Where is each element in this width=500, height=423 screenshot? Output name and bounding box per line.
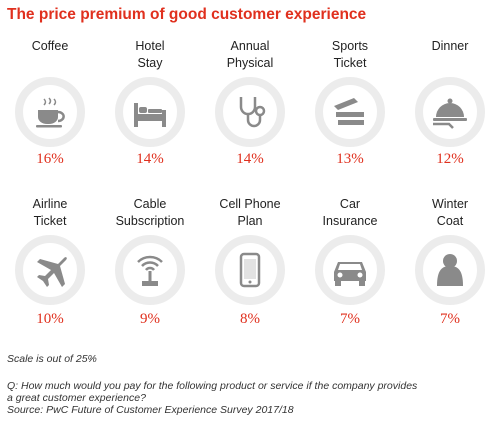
phone-icon	[239, 252, 261, 288]
category-item: Car Insurance 7%	[300, 0, 400, 423]
category-item: Winter Coat 7%	[400, 0, 500, 423]
donut-ring	[315, 77, 385, 147]
chart-title: The price premium of good customer exper…	[7, 6, 367, 23]
scale-note: Scale is out of 25%	[7, 353, 97, 365]
category-item: Airline Ticket 10%	[0, 0, 100, 423]
question-line-1: Q: How much would you pay for the follow…	[7, 380, 418, 392]
category-label: Car Insurance	[300, 196, 400, 230]
category-label-line: Ticket	[33, 214, 67, 228]
category-item: Hotel Stay 14%	[100, 0, 200, 423]
category-label: Annual Physical	[200, 38, 300, 72]
category-label: Sports Ticket	[300, 38, 400, 72]
donut-ring	[15, 235, 85, 305]
value-label: 13%	[336, 151, 364, 167]
category-item: Coffee 16%	[0, 0, 100, 423]
category-label: Airline Ticket	[0, 196, 100, 230]
donut-ring	[415, 77, 485, 147]
category-label: Cable Subscription	[100, 196, 200, 230]
value-label: 14%	[136, 151, 164, 167]
value-label: 16%	[36, 151, 64, 167]
ring-track	[215, 77, 285, 147]
ring-track	[215, 235, 285, 305]
category-label-line: Insurance	[322, 214, 378, 228]
category-label: Coffee	[0, 38, 100, 55]
donut-ring	[315, 235, 385, 305]
category-label-line: Sports	[331, 39, 369, 53]
source-note: Source: PwC Future of Customer Experienc…	[7, 404, 294, 416]
category-item: Cell Phone Plan 8%	[200, 0, 300, 423]
donut-ring	[215, 77, 285, 147]
donut-ring	[115, 235, 185, 305]
ticket-icon	[334, 98, 364, 125]
category-label-line: Stay	[137, 56, 163, 70]
category-label-line: Coffee	[31, 39, 69, 53]
category-label-line: Annual	[230, 39, 270, 53]
category-label-line: Ticket	[333, 56, 367, 70]
car-icon	[334, 262, 366, 286]
coat-icon	[437, 254, 463, 286]
category-label-line: Cable	[133, 197, 167, 211]
category-label-line: Hotel	[135, 39, 165, 53]
value-label: 8%	[240, 311, 260, 327]
value-label: 12%	[436, 151, 464, 167]
category-label: Dinner	[400, 38, 500, 55]
value-label: 14%	[236, 151, 264, 167]
category-label-line: Car	[339, 197, 361, 211]
category-item: Dinner 12%	[400, 0, 500, 423]
donut-ring	[415, 235, 485, 305]
value-label: 7%	[340, 311, 360, 327]
category-label: Cell Phone Plan	[200, 196, 300, 230]
category-label-line: Plan	[237, 214, 263, 228]
category-label: Hotel Stay	[100, 38, 200, 72]
question-line-2: a great customer experience?	[7, 392, 146, 404]
value-label: 7%	[440, 311, 460, 327]
donut-ring	[215, 235, 285, 305]
airplane-icon	[37, 257, 67, 287]
category-label: Winter Coat	[400, 196, 500, 230]
category-label-line: Dinner	[431, 39, 469, 53]
category-item: Annual Physical 14%	[200, 0, 300, 423]
category-label-line: Winter	[431, 197, 469, 211]
category-item: Sports Ticket 13%	[300, 0, 400, 423]
ring-track	[115, 235, 185, 305]
value-label: 10%	[36, 311, 64, 327]
category-item: Cable Subscription 9%	[100, 0, 200, 423]
donut-ring	[115, 77, 185, 147]
antenna-icon	[137, 255, 163, 286]
category-label-line: Physical	[226, 56, 274, 70]
category-label-line: Subscription	[115, 214, 185, 228]
stethoscope-icon	[239, 97, 266, 128]
donut-ring	[15, 77, 85, 147]
ring-track	[15, 235, 85, 305]
value-label: 9%	[140, 311, 160, 327]
category-label-line: Coat	[436, 214, 464, 228]
category-label-line: Airline	[32, 197, 68, 211]
coffee-cup-icon	[36, 97, 65, 128]
bed-icon	[134, 103, 166, 127]
food-cloche-icon	[433, 98, 467, 129]
category-label-line: Cell Phone	[219, 197, 281, 211]
